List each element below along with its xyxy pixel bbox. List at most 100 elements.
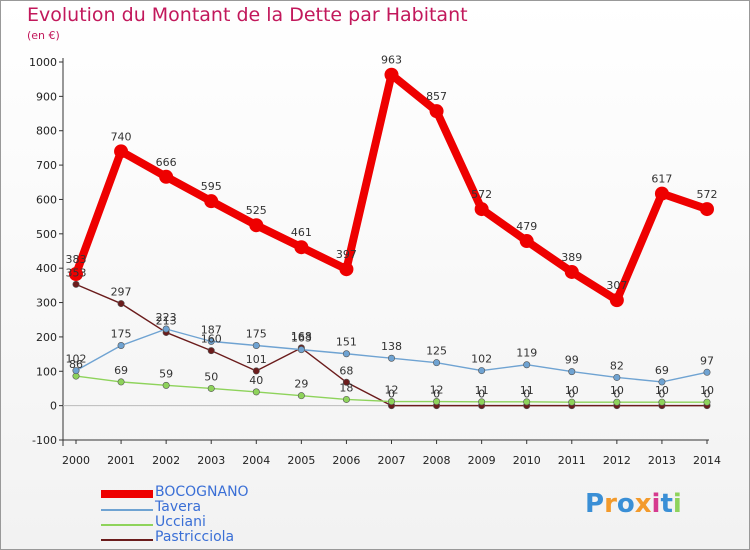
data-point xyxy=(297,392,305,400)
data-point xyxy=(478,398,486,406)
x-tick-label: 2001 xyxy=(107,454,135,467)
data-label: 0 xyxy=(613,388,620,401)
data-label: 0 xyxy=(388,388,395,401)
data-point xyxy=(478,367,486,375)
x-tick-label: 2008 xyxy=(423,454,451,467)
y-tick-label: 1000 xyxy=(29,56,57,69)
chart-axes: -100010020030040050060070080090010002000… xyxy=(29,56,721,467)
data-label: 297 xyxy=(111,286,132,299)
y-tick-label: 900 xyxy=(36,90,57,103)
x-tick-label: 2005 xyxy=(287,454,315,467)
x-tick-label: 2013 xyxy=(648,454,676,467)
data-label: 353 xyxy=(66,266,87,279)
data-label: 572 xyxy=(471,188,492,201)
data-label: 10 xyxy=(610,384,624,397)
y-tick-label: 600 xyxy=(36,193,57,206)
data-point xyxy=(387,354,395,362)
data-label: 101 xyxy=(246,353,267,366)
data-label: 168 xyxy=(291,330,312,343)
data-label: 11 xyxy=(475,384,489,397)
logo-letter: r xyxy=(604,489,617,519)
data-label: 479 xyxy=(516,220,537,233)
x-tick-label: 2011 xyxy=(558,454,586,467)
legend-label: Pastricciola xyxy=(155,529,235,545)
data-point xyxy=(568,368,576,376)
data-point xyxy=(519,234,534,249)
data-label: 617 xyxy=(651,173,672,186)
data-label: 29 xyxy=(294,378,308,391)
data-label: 383 xyxy=(66,253,87,266)
logo-letter: t xyxy=(660,489,673,519)
data-label: 11 xyxy=(520,384,534,397)
data-point xyxy=(658,378,666,386)
data-point xyxy=(207,347,215,355)
data-point xyxy=(252,367,260,375)
data-label: 119 xyxy=(516,347,537,360)
data-point xyxy=(703,398,711,406)
logo-letter: o xyxy=(616,489,635,519)
data-point xyxy=(117,341,125,349)
data-point xyxy=(207,384,215,392)
data-label: 525 xyxy=(246,204,267,217)
data-point xyxy=(117,300,125,308)
data-label: 68 xyxy=(339,364,353,377)
data-point xyxy=(658,398,666,406)
x-tick-label: 2012 xyxy=(603,454,631,467)
proxiti-logo: Proxiti xyxy=(585,489,682,519)
logo-letter: i xyxy=(672,489,682,519)
data-point xyxy=(252,388,260,396)
data-point xyxy=(207,337,215,345)
series-layer xyxy=(69,67,714,410)
data-label: 572 xyxy=(697,188,718,201)
data-point xyxy=(72,367,80,375)
series-ucciani xyxy=(72,372,711,406)
legend-label: BOCOGNANO xyxy=(155,484,249,500)
chart-title: Evolution du Montant de la Dette par Hab… xyxy=(27,4,468,26)
data-point xyxy=(564,264,579,279)
data-label: 151 xyxy=(336,336,357,349)
data-point xyxy=(474,202,489,217)
x-tick-label: 2004 xyxy=(242,454,270,467)
data-point xyxy=(204,194,219,209)
data-label: 12 xyxy=(430,384,444,397)
data-label: 50 xyxy=(204,370,218,383)
data-label: 740 xyxy=(111,130,132,143)
data-label: 213 xyxy=(156,314,177,327)
logo-letter: x xyxy=(634,489,652,519)
data-point xyxy=(72,280,80,288)
x-tick-label: 2010 xyxy=(513,454,541,467)
data-point xyxy=(69,267,83,282)
data-point xyxy=(433,359,441,367)
data-label: 0 xyxy=(704,388,711,401)
legend-label: Ucciani xyxy=(155,514,206,530)
data-point xyxy=(339,262,354,277)
data-point xyxy=(294,240,309,255)
y-tick-label: 700 xyxy=(36,159,57,172)
data-point xyxy=(384,67,399,82)
x-tick-label: 2009 xyxy=(468,454,496,467)
data-label: 18 xyxy=(339,381,353,394)
x-tick-label: 2007 xyxy=(378,454,406,467)
data-point xyxy=(297,346,305,354)
y-tick-label: 800 xyxy=(36,125,57,138)
data-point xyxy=(114,144,129,159)
data-point xyxy=(523,398,531,406)
data-label: 97 xyxy=(700,354,714,367)
y-tick-label: 500 xyxy=(36,228,57,241)
legend-swatch xyxy=(101,490,153,498)
data-label: 0 xyxy=(658,388,665,401)
data-label: 0 xyxy=(433,388,440,401)
data-label: 397 xyxy=(336,248,357,261)
data-point xyxy=(613,373,621,381)
data-label: 69 xyxy=(114,364,128,377)
data-point xyxy=(523,361,531,369)
x-tick-label: 2002 xyxy=(152,454,180,467)
data-point xyxy=(433,398,441,406)
data-point xyxy=(568,398,576,406)
data-point xyxy=(609,293,624,308)
data-label: 461 xyxy=(291,226,312,239)
data-point xyxy=(117,378,125,386)
data-label: 0 xyxy=(568,388,575,401)
data-point xyxy=(252,341,260,349)
